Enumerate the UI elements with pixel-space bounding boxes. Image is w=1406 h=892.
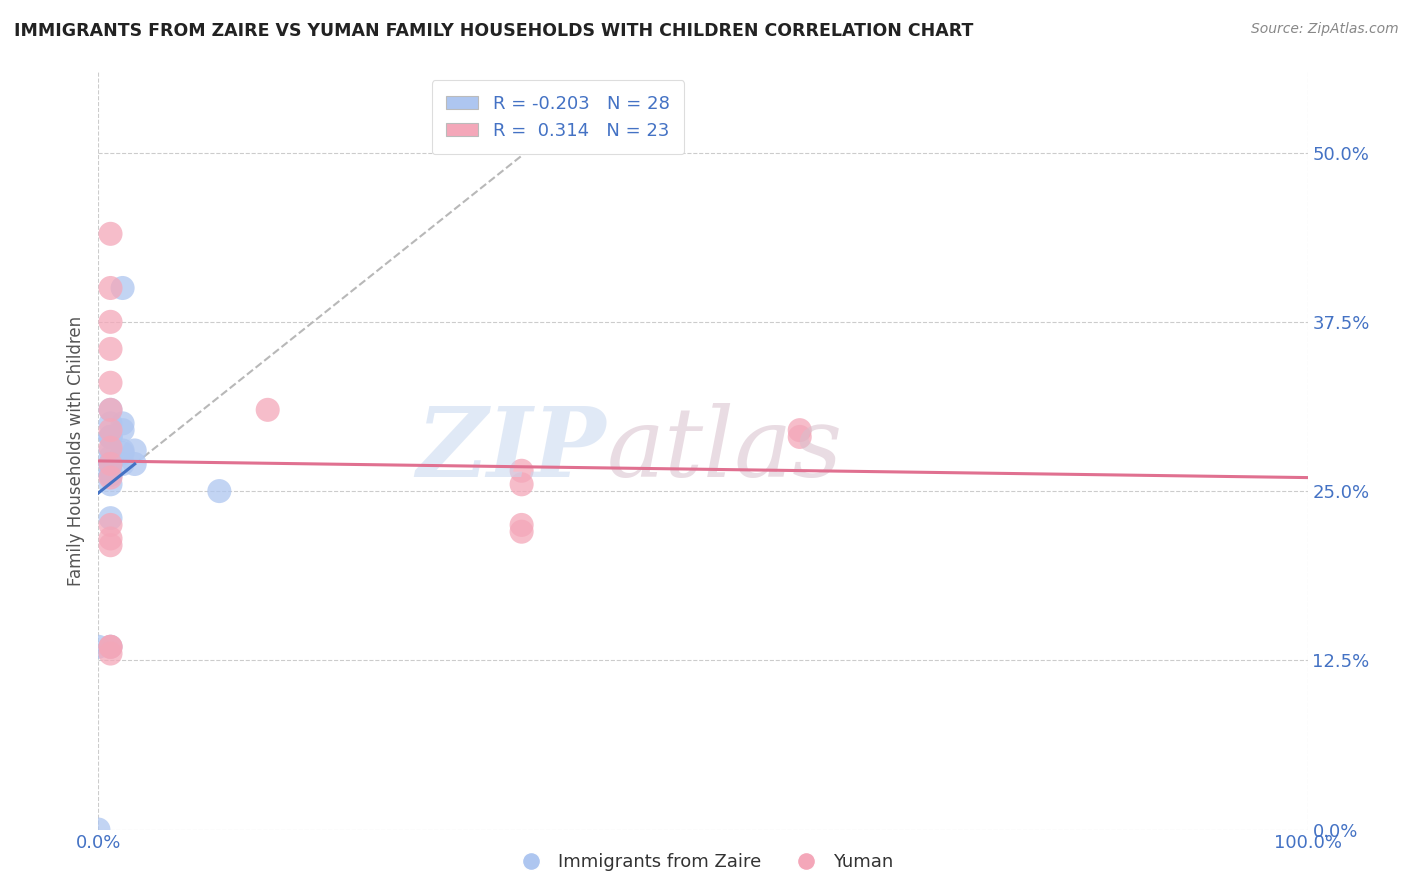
Point <box>100 417 122 431</box>
Y-axis label: Family Households with Children: Family Households with Children <box>66 316 84 585</box>
Point <box>100 457 122 471</box>
Point <box>100 441 122 455</box>
Point <box>100 457 122 471</box>
Point <box>100 376 122 390</box>
Point <box>111 281 134 295</box>
Point <box>100 457 122 471</box>
Point <box>100 511 122 525</box>
Point <box>100 640 122 654</box>
Legend: Immigrants from Zaire, Yuman: Immigrants from Zaire, Yuman <box>505 847 901 879</box>
Point <box>510 464 533 478</box>
Point <box>100 467 122 482</box>
Point <box>100 402 122 417</box>
Point <box>100 430 122 444</box>
Point <box>87 822 110 837</box>
Point <box>100 538 122 552</box>
Point <box>789 430 811 444</box>
Point <box>100 457 122 471</box>
Point <box>124 457 146 471</box>
Point <box>100 402 122 417</box>
Point <box>789 423 811 437</box>
Point <box>208 484 231 499</box>
Point <box>100 430 122 444</box>
Point <box>510 517 533 532</box>
Text: Source: ZipAtlas.com: Source: ZipAtlas.com <box>1251 22 1399 37</box>
Point <box>100 342 122 356</box>
Point <box>100 477 122 491</box>
Text: atlas: atlas <box>606 403 842 498</box>
Point <box>111 423 134 437</box>
Point <box>100 464 122 478</box>
Point <box>87 640 110 654</box>
Point <box>111 417 134 431</box>
Point <box>100 227 122 241</box>
Point <box>100 450 122 465</box>
Point <box>124 443 146 458</box>
Point <box>100 647 122 661</box>
Point <box>100 640 122 654</box>
Point <box>111 446 134 460</box>
Point <box>100 423 122 437</box>
Point <box>256 402 278 417</box>
Point <box>111 457 134 471</box>
Point <box>100 517 122 532</box>
Point <box>100 640 122 654</box>
Point <box>100 532 122 546</box>
Text: ZIP: ZIP <box>416 403 606 498</box>
Point <box>100 457 122 471</box>
Point <box>100 443 122 458</box>
Point <box>510 477 533 491</box>
Point <box>100 470 122 484</box>
Point <box>510 524 533 539</box>
Text: IMMIGRANTS FROM ZAIRE VS YUMAN FAMILY HOUSEHOLDS WITH CHILDREN CORRELATION CHART: IMMIGRANTS FROM ZAIRE VS YUMAN FAMILY HO… <box>14 22 973 40</box>
Point <box>100 315 122 329</box>
Point <box>111 443 134 458</box>
Point <box>100 281 122 295</box>
Point <box>100 430 122 444</box>
Point <box>100 467 122 482</box>
Legend: R = -0.203   N = 28, R =  0.314   N = 23: R = -0.203 N = 28, R = 0.314 N = 23 <box>432 80 685 154</box>
